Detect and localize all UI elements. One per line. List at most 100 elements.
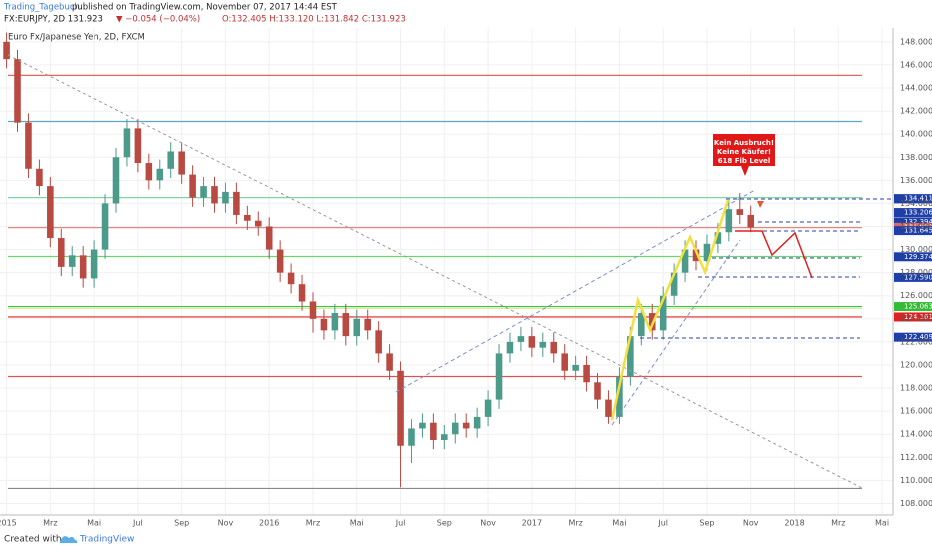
price-tags: 134.394134.411133.206132.394131.923131.6… — [894, 194, 932, 342]
candle-body — [583, 364, 590, 383]
x-tick-label: Nov — [218, 519, 234, 528]
candle-body — [244, 214, 251, 221]
price-tag — [894, 252, 932, 262]
price-tag-label: 124.161 — [904, 313, 932, 321]
candle-body — [594, 382, 601, 400]
published: published on TradingView.com, November 0… — [72, 3, 338, 13]
plot-area — [0, 28, 893, 515]
x-tick-label: Mai — [612, 519, 626, 528]
candle-body — [375, 330, 382, 354]
candle-body — [517, 336, 525, 342]
candle-body — [561, 353, 568, 371]
x-tick-label: Mai — [350, 519, 364, 528]
logo — [60, 536, 78, 543]
footer-brand[interactable]: TradingView — [79, 535, 134, 545]
price-tag-label: 127.590 — [904, 273, 932, 281]
candle-body — [736, 209, 744, 215]
candle-body — [659, 295, 667, 331]
candle-body — [79, 255, 87, 279]
candle-body — [331, 313, 339, 331]
y-tick-label: 146.000 — [900, 60, 932, 69]
y-tick-label: 142.000 — [900, 107, 932, 116]
x-tick-label: Sep — [437, 519, 452, 528]
x-tick-label: Jul — [395, 519, 406, 528]
candle-body — [320, 318, 328, 331]
candle-body — [725, 209, 733, 233]
candle-body — [353, 318, 361, 337]
price-tag — [894, 332, 932, 342]
candle-body — [14, 59, 21, 123]
subtitle: Euro Fx/Japanese Yen, 2D, FXCM — [8, 33, 145, 43]
candle-body — [539, 341, 547, 348]
y-tick-label: 128.000 — [900, 268, 932, 277]
candle-body — [462, 422, 470, 429]
y-tick-label: 114.000 — [900, 430, 932, 439]
y-tick-label: 110.000 — [900, 476, 932, 485]
y-tick-label: 148.000 — [900, 37, 932, 46]
wave — [610, 199, 730, 421]
price-tag-label: 129.374 — [904, 253, 932, 261]
x-tick-label: 2017 — [522, 519, 542, 528]
y-tick-label: 144.000 — [900, 84, 932, 93]
author[interactable]: Trading_Tagebuch — [3, 3, 80, 13]
candle-body — [451, 422, 459, 435]
candle-body — [309, 301, 317, 319]
y-tick-label: 134.000 — [900, 199, 932, 208]
x-tick-label: Mrz — [568, 519, 582, 528]
price-tag — [894, 217, 932, 227]
candle-body — [616, 376, 623, 417]
price-tag-label: 132.394 — [904, 218, 932, 226]
candle-body — [58, 238, 65, 267]
candle-body — [550, 341, 558, 354]
x-tick-label: Jul — [657, 519, 668, 528]
price-tag — [894, 302, 932, 312]
x-tick-label: Nov — [743, 519, 759, 528]
candle-body — [90, 249, 98, 279]
candle-body — [47, 186, 54, 239]
price-tag-label: 133.206 — [904, 209, 932, 217]
candle-body — [528, 336, 536, 348]
x-tick-label: Mrz — [43, 519, 57, 528]
footer-text: Created with — [4, 535, 62, 545]
x-tick-label: Mai — [875, 519, 889, 528]
price-tag-label: 125.063 — [904, 303, 932, 311]
candle-body — [670, 272, 678, 296]
candle-body — [276, 249, 284, 273]
y-tick-label: 118.000 — [900, 384, 932, 393]
channel-line — [611, 239, 741, 426]
x-tick-label: Sep — [174, 519, 189, 528]
ohlc: O:132.405 H:133.120 L:131.842 C:131.923 — [222, 15, 406, 25]
candle-body — [408, 428, 415, 446]
candle-body — [233, 191, 240, 215]
candle-body — [681, 249, 689, 273]
candle-body — [495, 353, 503, 400]
candle-body — [627, 336, 634, 377]
candle-body — [178, 151, 185, 175]
x-tick-label: Sep — [699, 519, 714, 528]
y-tick-label: 138.000 — [900, 153, 932, 162]
candle-body — [156, 168, 164, 181]
candle-body — [167, 151, 175, 169]
price-tag — [894, 208, 932, 218]
candle-body — [747, 214, 755, 228]
y-tick-label: 108.000 — [900, 499, 932, 508]
price-tag — [894, 272, 932, 282]
y-tick-label: 120.000 — [900, 360, 932, 369]
candle-body — [189, 174, 196, 198]
candle-body — [397, 370, 404, 446]
callout-text: 618 Fib Level — [718, 157, 771, 165]
candle-body — [441, 434, 448, 440]
y-tick-label: 126.000 — [900, 291, 932, 300]
candle-body — [200, 186, 207, 198]
candle-body — [605, 399, 612, 417]
candle-body — [506, 341, 514, 354]
callout-text: Kein Ausbruch! — [714, 139, 774, 147]
candle-body — [484, 399, 492, 417]
candle-body — [703, 243, 711, 262]
y-tick-label: 124.000 — [900, 314, 932, 323]
candle-body — [342, 313, 350, 337]
y-tick-label: 140.000 — [900, 130, 932, 139]
change: ▼ −0.054 (−0.04%) — [116, 15, 200, 25]
x-tick-label: Nov — [480, 519, 496, 528]
